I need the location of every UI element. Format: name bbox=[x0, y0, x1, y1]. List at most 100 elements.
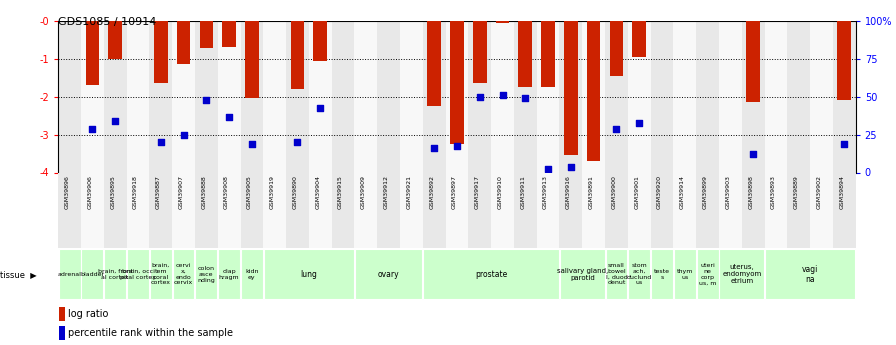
Text: log ratio: log ratio bbox=[68, 309, 108, 319]
Text: uterus,
endomyom
etrium: uterus, endomyom etrium bbox=[722, 264, 762, 284]
Text: GSM39899: GSM39899 bbox=[702, 175, 708, 209]
Bar bbox=[719, 21, 742, 172]
Bar bbox=[541, 21, 555, 87]
Bar bbox=[495, 21, 509, 23]
Text: GSM39897: GSM39897 bbox=[452, 175, 457, 209]
Bar bbox=[788, 21, 810, 172]
Text: GSM39904: GSM39904 bbox=[315, 175, 320, 209]
Text: diap
hragm: diap hragm bbox=[219, 269, 239, 280]
Text: GSM39905: GSM39905 bbox=[247, 175, 252, 209]
Bar bbox=[150, 249, 172, 299]
Bar bbox=[674, 172, 696, 248]
Text: ovary: ovary bbox=[378, 270, 400, 279]
Text: GSM39911: GSM39911 bbox=[521, 175, 525, 209]
Text: GSM39887: GSM39887 bbox=[156, 175, 160, 209]
Bar bbox=[564, 21, 578, 155]
Point bbox=[564, 164, 578, 170]
Point bbox=[450, 143, 464, 149]
Bar bbox=[58, 172, 81, 248]
Bar bbox=[719, 249, 764, 299]
Bar bbox=[450, 21, 464, 144]
Text: cervi
x,
endo
cervix: cervi x, endo cervix bbox=[174, 263, 194, 285]
Point bbox=[495, 92, 510, 98]
Bar bbox=[427, 21, 441, 106]
Bar bbox=[195, 249, 217, 299]
Bar bbox=[59, 307, 65, 321]
Text: brain,
tem
poral
cortex: brain, tem poral cortex bbox=[151, 263, 171, 285]
Text: GSM39896: GSM39896 bbox=[65, 175, 70, 209]
Bar bbox=[719, 172, 742, 248]
Bar bbox=[355, 172, 377, 248]
Text: vagi
na: vagi na bbox=[802, 265, 818, 284]
Bar bbox=[559, 21, 582, 172]
Point bbox=[108, 119, 123, 124]
Bar bbox=[838, 21, 851, 100]
Bar bbox=[537, 21, 559, 172]
Bar bbox=[674, 21, 696, 172]
Point bbox=[153, 139, 168, 145]
Bar bbox=[108, 21, 122, 59]
Bar bbox=[469, 21, 491, 172]
Bar bbox=[559, 172, 582, 248]
Text: tissue  ▶: tissue ▶ bbox=[0, 270, 37, 279]
Text: percentile rank within the sample: percentile rank within the sample bbox=[68, 328, 233, 338]
Text: GSM39908: GSM39908 bbox=[224, 175, 229, 209]
Bar bbox=[696, 21, 719, 172]
Text: GSM39907: GSM39907 bbox=[178, 175, 184, 209]
Bar bbox=[423, 249, 559, 299]
Bar bbox=[628, 249, 650, 299]
Point bbox=[85, 126, 99, 132]
Bar bbox=[742, 172, 764, 248]
Bar bbox=[537, 172, 559, 248]
Bar bbox=[154, 21, 168, 83]
Bar bbox=[696, 172, 719, 248]
Text: GSM39917: GSM39917 bbox=[475, 175, 479, 209]
Point bbox=[199, 98, 213, 103]
Bar bbox=[314, 21, 327, 61]
Bar bbox=[263, 21, 286, 172]
Text: GSM39920: GSM39920 bbox=[657, 175, 662, 209]
Bar bbox=[582, 21, 605, 172]
Point bbox=[290, 139, 305, 145]
Point bbox=[609, 126, 624, 132]
Bar bbox=[290, 21, 305, 89]
Bar bbox=[218, 21, 240, 172]
Bar bbox=[400, 172, 423, 248]
Bar bbox=[514, 21, 537, 172]
Bar bbox=[246, 21, 259, 99]
Bar bbox=[491, 21, 514, 172]
Bar bbox=[150, 21, 172, 172]
Bar bbox=[810, 172, 833, 248]
Point bbox=[245, 141, 259, 147]
Bar bbox=[473, 21, 487, 83]
Bar bbox=[200, 21, 213, 48]
Text: salivary gland,
parotid: salivary gland, parotid bbox=[556, 268, 607, 281]
Bar bbox=[491, 172, 514, 248]
Bar bbox=[177, 21, 190, 65]
Bar bbox=[309, 172, 332, 248]
Text: GSM39895: GSM39895 bbox=[110, 175, 116, 209]
Text: GSM39901: GSM39901 bbox=[634, 175, 639, 209]
Bar bbox=[309, 21, 332, 172]
Text: bladder: bladder bbox=[81, 272, 105, 277]
Text: GSM39903: GSM39903 bbox=[726, 175, 730, 209]
Text: brain, occi
pital cortex: brain, occi pital cortex bbox=[120, 269, 156, 280]
Text: prostate: prostate bbox=[475, 270, 507, 279]
Bar bbox=[742, 21, 764, 172]
Text: colon
asce
nding: colon asce nding bbox=[197, 266, 215, 283]
Point bbox=[472, 94, 487, 99]
Text: lung: lung bbox=[300, 270, 317, 279]
Point bbox=[632, 120, 646, 126]
Bar bbox=[514, 172, 537, 248]
Text: GSM39914: GSM39914 bbox=[680, 175, 685, 209]
Text: thym
us: thym us bbox=[676, 269, 693, 280]
Bar bbox=[240, 21, 263, 172]
Bar bbox=[445, 21, 469, 172]
Bar bbox=[697, 249, 719, 299]
Bar bbox=[222, 21, 236, 47]
Bar bbox=[127, 249, 149, 299]
Bar bbox=[469, 172, 491, 248]
Text: uteri
ne
corp
us, m: uteri ne corp us, m bbox=[699, 263, 716, 285]
Point bbox=[427, 145, 442, 150]
Bar bbox=[764, 21, 788, 172]
